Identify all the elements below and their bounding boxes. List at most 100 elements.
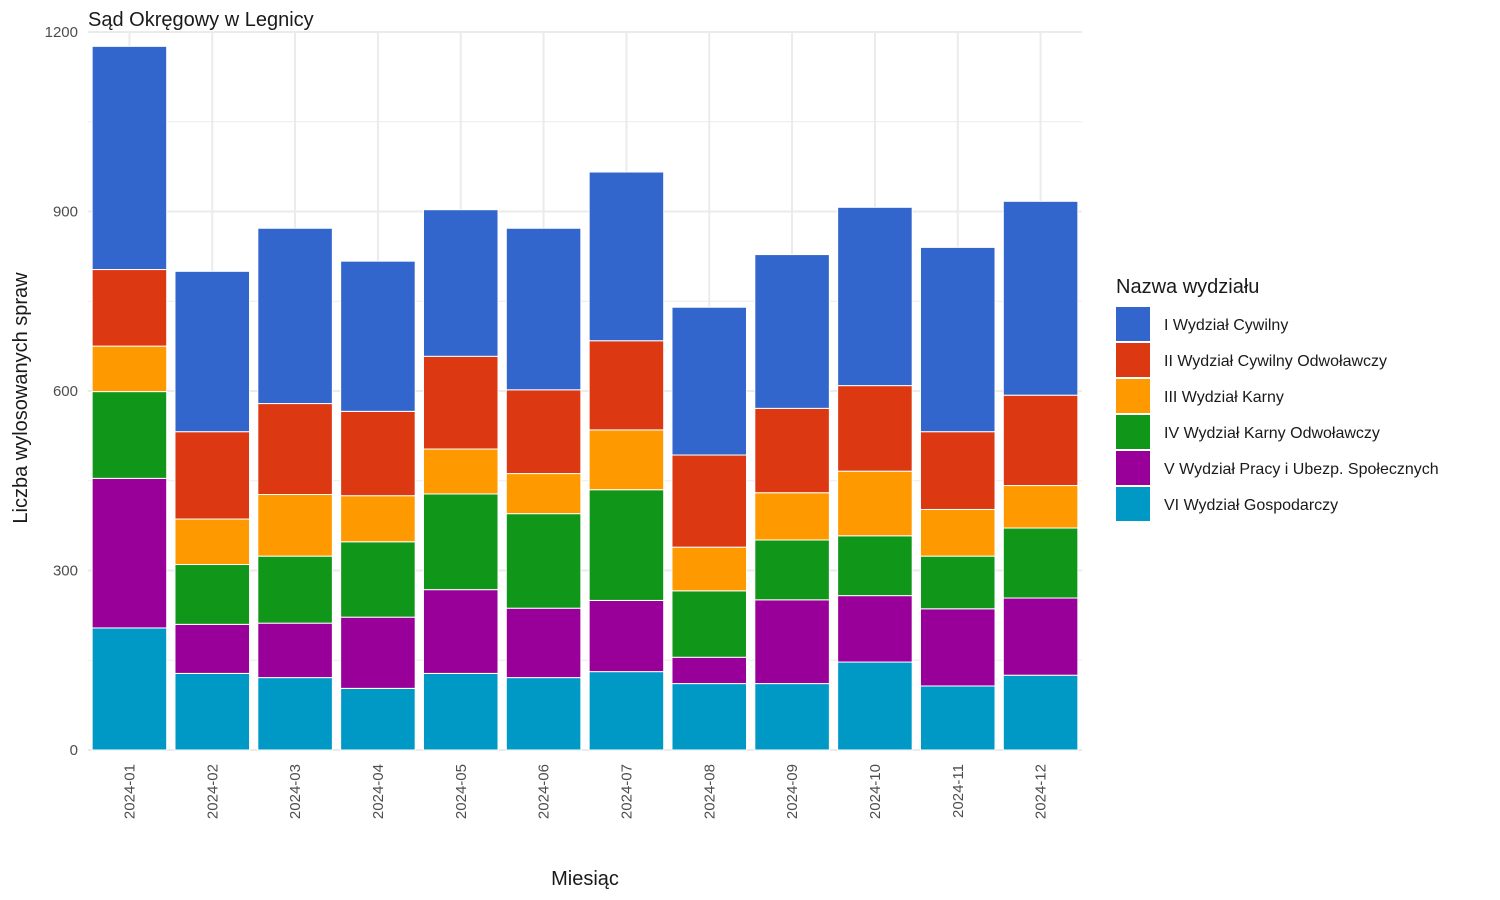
bar-segment xyxy=(174,623,251,674)
bars-layer xyxy=(91,45,1079,751)
bar-segment xyxy=(754,683,830,751)
bar-segment xyxy=(340,260,416,412)
bar-segment xyxy=(588,599,665,673)
legend-swatch xyxy=(1116,307,1150,341)
legend-swatch xyxy=(1116,487,1150,521)
bar-segment xyxy=(91,391,168,479)
bar-segment xyxy=(91,627,168,751)
bar-segment xyxy=(422,493,499,591)
y-axis-title: Liczba wylosowanych spraw xyxy=(10,272,32,524)
bar-segment xyxy=(754,492,830,541)
bar-segment xyxy=(919,508,996,557)
x-tick-label: 2024-10 xyxy=(867,764,884,819)
x-tick-label: 2024-04 xyxy=(370,764,387,819)
bar-segment xyxy=(919,431,996,510)
bar-segment xyxy=(505,607,582,679)
bar-segment xyxy=(671,656,748,685)
bar-segment xyxy=(588,340,665,431)
x-tick-label: 2024-12 xyxy=(1033,764,1050,819)
bar-segment xyxy=(919,608,996,687)
x-tick-label: 2024-05 xyxy=(453,764,470,819)
bar-segment xyxy=(837,535,913,597)
bar-segment xyxy=(754,539,830,601)
x-tick-label: 2024-01 xyxy=(121,764,138,819)
bar-segment xyxy=(1002,674,1079,751)
bar-segment xyxy=(754,254,830,409)
bar-segment xyxy=(754,599,830,685)
legend-swatch xyxy=(1116,343,1150,377)
bar-segment xyxy=(1002,527,1079,599)
x-tick-label: 2024-08 xyxy=(701,764,718,819)
chart-title: Sąd Okręgowy w Legnicy xyxy=(88,9,314,31)
bar-segment xyxy=(588,489,665,601)
bar-segment xyxy=(340,687,416,751)
bar-segment xyxy=(1002,200,1079,396)
bar-segment xyxy=(174,672,251,751)
y-tick-label: 1200 xyxy=(45,24,78,41)
legend-label: VI Wydział Gospodarczy xyxy=(1164,497,1338,514)
bar-segment xyxy=(588,429,665,491)
bar-segment xyxy=(671,306,748,456)
bar-segment xyxy=(422,672,499,751)
x-tick-label: 2024-03 xyxy=(287,764,304,819)
bar-segment xyxy=(837,206,913,387)
bar-segment xyxy=(91,477,168,629)
legend-swatch xyxy=(1116,451,1150,485)
bar-segment xyxy=(422,209,499,357)
legend-swatch xyxy=(1116,415,1150,449)
y-tick-label: 0 xyxy=(70,742,78,759)
x-tick-label: 2024-09 xyxy=(784,764,801,819)
bar-segment xyxy=(505,227,582,391)
bar-segment xyxy=(174,431,251,520)
bar-segment xyxy=(340,410,416,497)
bar-segment xyxy=(588,171,665,342)
bar-segment xyxy=(505,389,582,475)
x-axis-title: Miesiąc xyxy=(551,868,619,890)
bar-segment xyxy=(257,494,333,557)
bar-segment xyxy=(1002,485,1079,529)
x-tick-label: 2024-06 xyxy=(536,764,553,819)
x-tick-label: 2024-11 xyxy=(950,764,967,818)
bar-segment xyxy=(1002,597,1079,676)
legend-label: III Wydział Karny xyxy=(1164,389,1284,406)
legend-title: Nazwa wydziału xyxy=(1116,276,1259,298)
y-tick-label: 300 xyxy=(53,563,78,580)
bar-segment xyxy=(257,227,333,405)
bar-segment xyxy=(671,546,748,592)
legend-swatch xyxy=(1116,379,1150,413)
y-tick-label: 600 xyxy=(53,383,78,400)
bar-segment xyxy=(588,671,665,751)
bar-segment xyxy=(257,403,333,496)
bar-segment xyxy=(422,589,499,674)
bar-segment xyxy=(422,355,499,450)
bar-segment xyxy=(919,246,996,433)
bar-segment xyxy=(257,677,333,751)
bar-segment xyxy=(257,555,333,624)
bar-segment xyxy=(91,345,168,393)
x-tick-label: 2024-02 xyxy=(204,764,221,819)
bar-segment xyxy=(257,622,333,679)
bar-segment xyxy=(340,495,416,543)
bar-segment xyxy=(671,454,748,548)
axis-layer: 0 300 600 900 1200 2024-01 2024-02 2024-03 2024-… xyxy=(45,24,1050,819)
bar-segment xyxy=(174,518,251,566)
y-tick-label: 900 xyxy=(53,204,78,221)
bar-segment xyxy=(91,45,168,271)
bar-segment xyxy=(671,683,748,751)
x-tick-label: 2024-07 xyxy=(618,764,635,819)
bar-segment xyxy=(837,661,913,751)
bar-segment xyxy=(754,407,830,494)
bar-segment xyxy=(505,677,582,751)
legend-label: V Wydział Pracy i Ubezp. Społecznych xyxy=(1164,461,1439,478)
legend: Nazwa wydziału I Wydział Cywilny II Wydzi… xyxy=(1116,276,1439,521)
bar-segment xyxy=(340,616,416,689)
bar-segment xyxy=(505,513,582,609)
bar-segment xyxy=(422,448,499,495)
bar-segment xyxy=(174,270,251,433)
bar-segment xyxy=(340,541,416,618)
legend-label: I Wydział Cywilny xyxy=(1164,317,1288,334)
bar-segment xyxy=(174,564,251,625)
bar-segment xyxy=(837,385,913,472)
